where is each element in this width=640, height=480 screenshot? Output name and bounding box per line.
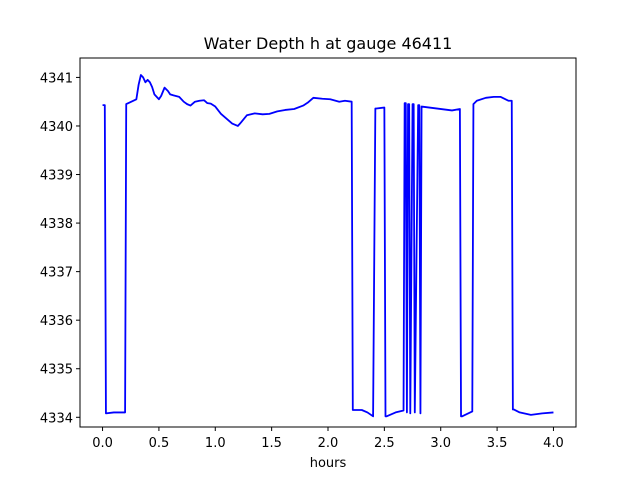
y-axis: 4334 4335 4336 4337 4338 4339 4340 4341 bbox=[40, 71, 80, 426]
y-tick-label: 4334 bbox=[40, 411, 73, 426]
y-tick-label: 4336 bbox=[40, 314, 73, 329]
y-tick-label: 4339 bbox=[40, 169, 73, 184]
chart-title: Water Depth h at gauge 46411 bbox=[204, 34, 453, 53]
x-axis: 0.0 0.5 1.0 1.5 2.0 2.5 3.0 3.5 4.0 bbox=[92, 427, 564, 451]
plot-frame bbox=[79, 57, 577, 428]
y-tick-label: 4337 bbox=[40, 266, 73, 281]
y-tick-label: 4340 bbox=[40, 120, 73, 135]
y-tick-label: 4341 bbox=[40, 71, 73, 86]
series-line-0 bbox=[102, 74, 554, 418]
x-axis-label: hours bbox=[310, 456, 347, 471]
x-tick-label: 4.0 bbox=[543, 436, 564, 451]
x-tick-label: 2.0 bbox=[318, 436, 339, 451]
x-tick-label: 0.5 bbox=[149, 436, 170, 451]
plot-area bbox=[102, 74, 554, 418]
y-tick-label: 4335 bbox=[40, 363, 73, 378]
x-tick-label: 3.5 bbox=[487, 436, 508, 451]
x-tick-label: 1.5 bbox=[261, 436, 282, 451]
y-tick-label: 4338 bbox=[40, 217, 73, 232]
x-tick-label: 1.0 bbox=[205, 436, 226, 451]
x-tick-label: 3.0 bbox=[430, 436, 451, 451]
x-tick-label: 0.0 bbox=[92, 436, 113, 451]
x-tick-label: 2.5 bbox=[374, 436, 395, 451]
